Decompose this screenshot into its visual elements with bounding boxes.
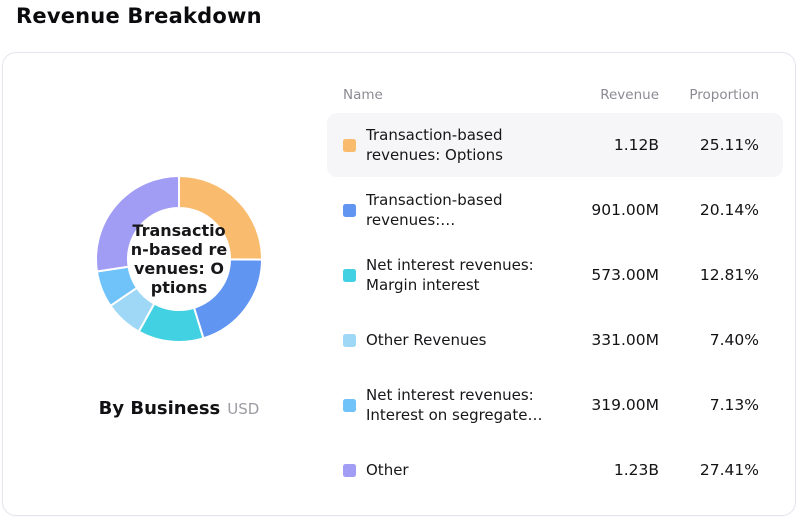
series-name: Net interest revenues: Margin interest (366, 256, 534, 294)
chart-caption-currency: USD (227, 400, 260, 418)
series-revenue: 319.00M (591, 396, 659, 414)
series-color-swatch (343, 138, 356, 152)
table-row[interactable]: Transaction-based revenues: Options 1.12B… (327, 113, 783, 177)
series-color-swatch (343, 333, 356, 347)
table-row[interactable]: Transaction-based revenues:… 901.00M 20.14… (327, 178, 783, 242)
series-color-swatch (343, 463, 356, 477)
series-revenue: 901.00M (591, 201, 659, 219)
series-proportion: 20.14% (699, 201, 759, 219)
series-proportion: 25.11% (699, 136, 759, 154)
table-body: Transaction-based revenues: Options 1.12B… (327, 113, 783, 502)
series-revenue: 331.00M (591, 331, 659, 349)
series-revenue: 1.12B (613, 136, 659, 154)
series-proportion: 7.13% (709, 396, 759, 414)
donut-segment[interactable] (193, 258, 263, 340)
column-header-revenue: Revenue (600, 87, 659, 103)
page-title: Revenue Breakdown (16, 4, 262, 28)
series-name: Transaction-based revenues:… (366, 191, 503, 229)
donut-chart[interactable] (94, 174, 264, 344)
chart-caption-title: By Business (98, 398, 221, 419)
donut-segment[interactable] (178, 175, 264, 261)
series-color-swatch (343, 268, 356, 282)
revenue-breakdown-card: Transactio n-based re venues: O ptions B… (2, 52, 796, 516)
table-row[interactable]: Net interest revenues: Margin interest 57… (327, 243, 783, 307)
series-name: Net interest revenues: Interest on segre… (366, 386, 543, 424)
donut-chart-area: Transactio n-based re venues: O ptions B… (3, 53, 355, 515)
series-color-swatch (343, 203, 356, 217)
series-proportion: 27.41% (699, 461, 759, 479)
table-row[interactable]: Other 1.23B 27.41% (327, 438, 783, 502)
donut-segment[interactable] (95, 175, 180, 273)
series-name: Other Revenues (366, 331, 487, 349)
table-header-row: Name Revenue Proportion (327, 83, 783, 107)
series-revenue: 1.23B (613, 461, 659, 479)
series-proportion: 12.81% (699, 266, 759, 284)
chart-caption: By Business USD (3, 398, 355, 419)
column-header-name: Name (343, 87, 383, 103)
table-row[interactable]: Other Revenues 331.00M 7.40% (327, 308, 783, 372)
series-name: Other (366, 461, 409, 479)
series-name: Transaction-based revenues: Options (366, 126, 503, 164)
series-color-swatch (343, 398, 356, 412)
series-revenue: 573.00M (591, 266, 659, 284)
table-row[interactable]: Net interest revenues: Interest on segre… (327, 373, 783, 437)
legend-table: Name Revenue Proportion Transaction-base… (327, 83, 783, 503)
series-proportion: 7.40% (709, 331, 759, 349)
column-header-proportion: Proportion (689, 87, 759, 103)
